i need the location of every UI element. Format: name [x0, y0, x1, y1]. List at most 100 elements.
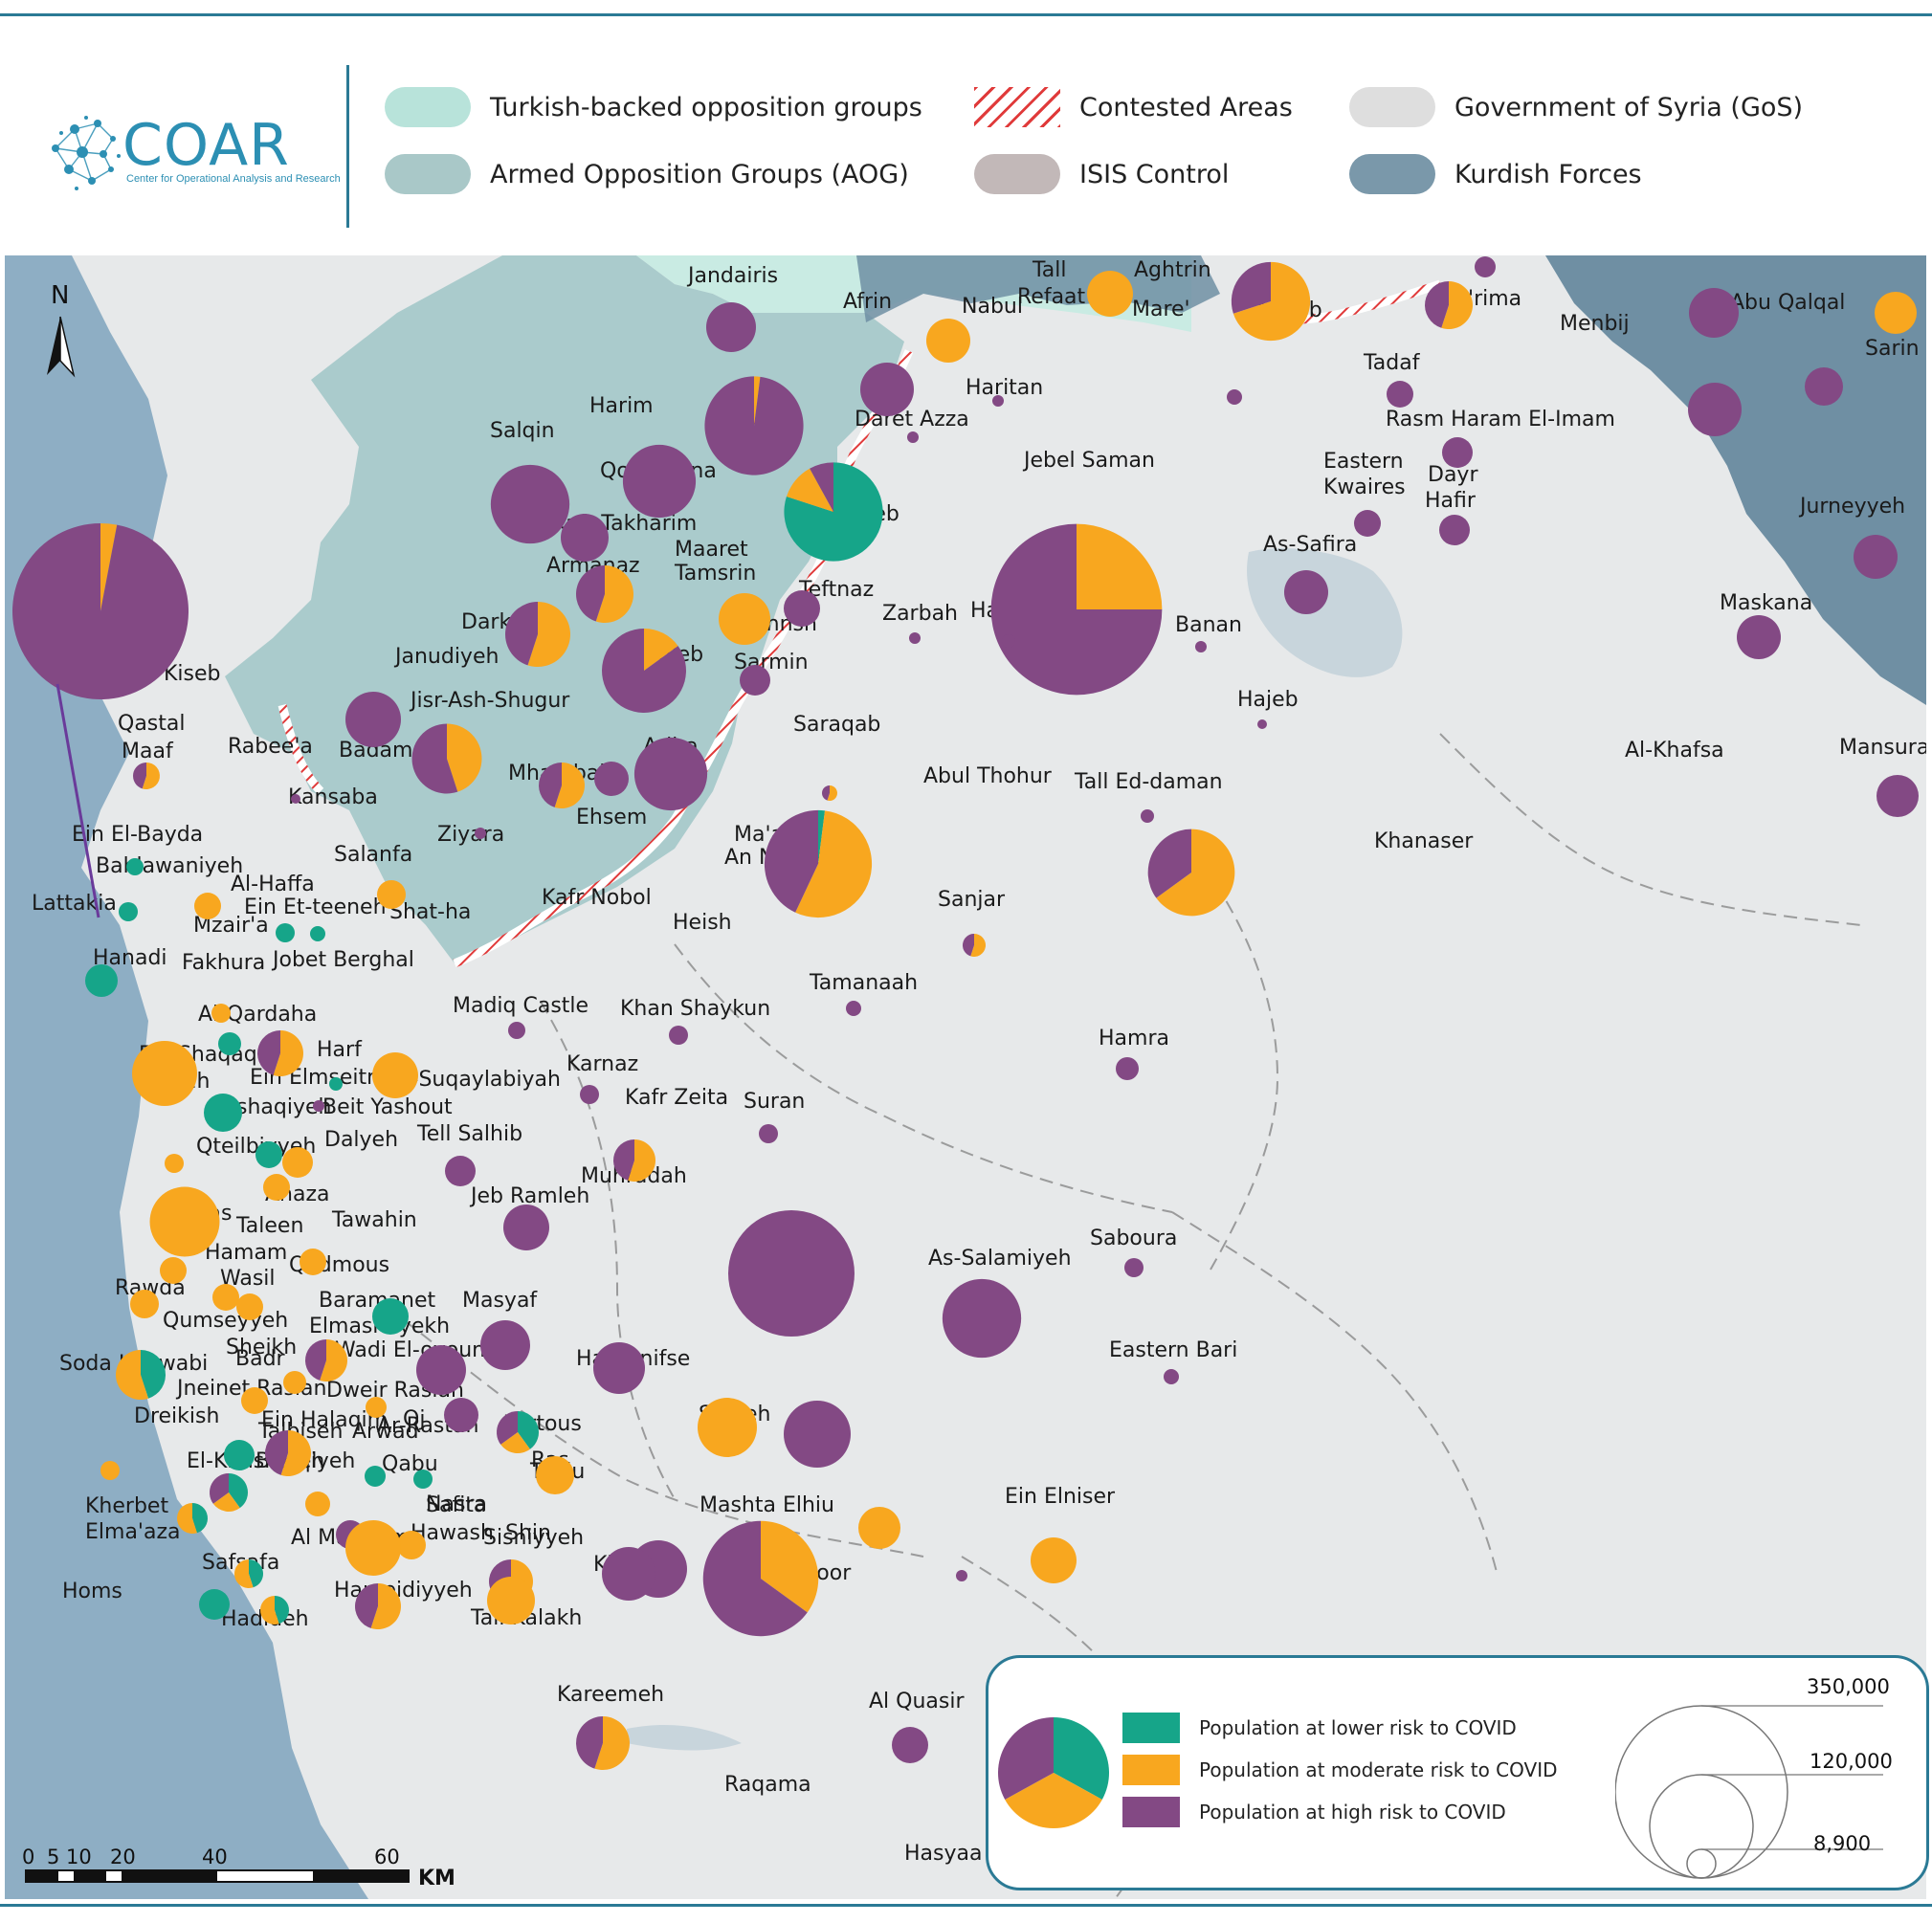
high-slice: [728, 1210, 855, 1337]
legend-government: Government of Syria (GoS): [1349, 86, 1803, 128]
moderate-slice: [234, 1559, 254, 1588]
moderate-slice: [1232, 261, 1311, 342]
high-slice: [956, 1570, 967, 1581]
high-slice: [1475, 256, 1496, 277]
pie-marker: [276, 923, 295, 942]
lower-slice: [199, 1589, 230, 1620]
map-panel[interactable]: Jandairis Afrin Tall Refaat Aghtrin Nabul Mare…: [5, 255, 1926, 1899]
high-slice: [416, 1345, 466, 1395]
pie-marker: [345, 1520, 401, 1576]
high-slice: [860, 363, 914, 416]
legend-label: Government of Syria (GoS): [1455, 92, 1804, 122]
moderate-slice: [554, 763, 585, 809]
moderate-slice: [926, 319, 970, 363]
pie-marker: [508, 1022, 525, 1039]
pie-marker: [475, 828, 486, 839]
moderate-slice: [212, 1284, 239, 1311]
pie-marker: [177, 1503, 209, 1534]
high-slice: [444, 1398, 478, 1432]
high-slice: [256, 1030, 280, 1075]
place-label: Hameidiyyeh: [334, 1579, 473, 1602]
moderate-slice: [447, 723, 482, 792]
pie-marker: [236, 1293, 263, 1320]
moderate-slice: [300, 1249, 326, 1275]
scale-unit: KM: [418, 1867, 455, 1890]
pie-marker: [602, 629, 686, 713]
land-base: [5, 255, 1926, 1899]
pie-marker: [1875, 292, 1917, 334]
isis-swatch: [974, 154, 1060, 194]
place-label: Maskana: [1720, 591, 1812, 615]
logo-wordmark: COAR: [122, 112, 290, 179]
pie-marker: [593, 1342, 645, 1394]
high-slice: [702, 1520, 808, 1637]
pie-marker: [256, 1030, 303, 1076]
place-label: Heish: [673, 911, 732, 935]
place-label: Tall: [1032, 258, 1067, 282]
pie-marker: [1164, 1369, 1179, 1384]
moderate-slice: [786, 468, 833, 512]
place-label: Kareemeh: [557, 1683, 664, 1707]
pie-marker: [633, 737, 708, 811]
lower-slice: [1054, 1717, 1109, 1800]
high-slice: [612, 1139, 634, 1181]
place-label: Dalyeh: [324, 1128, 398, 1152]
pie-marker: [480, 1320, 530, 1370]
pie-marker: [310, 926, 325, 941]
scale-seg-0-5: [26, 1870, 58, 1882]
pie-marker: [126, 858, 144, 875]
aog-swatch: [385, 154, 471, 194]
pie-marker: [160, 1257, 187, 1284]
pie-marker: [212, 1284, 239, 1311]
pie-marker: [304, 1339, 347, 1381]
scale-tick-60: 60: [374, 1846, 400, 1868]
place-label: Jeb Ramleh: [469, 1184, 589, 1208]
moderate-slice: [487, 1577, 535, 1625]
legend-contested: Contested Areas: [974, 86, 1293, 128]
high-slice: [411, 723, 458, 794]
pie-marker: [241, 1387, 268, 1414]
place-label: Sanjar: [938, 888, 1006, 912]
moderate-slice: [283, 1371, 306, 1394]
pie-marker: [365, 1466, 386, 1487]
high-slice: [1227, 389, 1242, 405]
place-label: Beit Yashout: [322, 1095, 453, 1119]
high-slice: [1284, 570, 1328, 614]
high-slice: [1854, 535, 1898, 579]
high-slice: [1257, 719, 1267, 729]
moderate-slice: [280, 1430, 312, 1476]
pie-marker: [487, 1577, 535, 1625]
scale-bar: 0 5 10 20 40 60 KM: [22, 1846, 455, 1890]
place-label: Kherbet: [85, 1494, 168, 1518]
pie-marker: [313, 1100, 324, 1112]
moderate-slice: [132, 1041, 197, 1106]
pie-marker: [211, 1004, 231, 1023]
place-label: Jebel Saman: [1022, 449, 1155, 473]
pie-marker: [345, 692, 401, 747]
place-label: Elma'aza: [85, 1520, 180, 1544]
moderate-slice: [116, 1350, 149, 1400]
pie-marker: [1475, 256, 1496, 277]
high-risk-label: Population at high risk to COVID: [1199, 1801, 1506, 1824]
moderate-slice: [282, 1147, 313, 1178]
lower-slice: [119, 902, 138, 921]
place-label: Eastern: [1323, 450, 1404, 474]
pie-marker: [858, 1507, 900, 1549]
pie-marker: [305, 1492, 330, 1516]
scale-tick-20: 20: [110, 1846, 136, 1868]
lower-slice: [85, 964, 118, 997]
pie-marker: [1002, 634, 1015, 648]
pie-marker: [1195, 641, 1207, 652]
place-label: Salqin: [490, 419, 555, 443]
place-label: Ehsem: [576, 806, 647, 829]
place-label: Khan Shaykun: [620, 997, 770, 1021]
lower-slice: [249, 1559, 264, 1588]
moderate-slice: [177, 1503, 197, 1534]
pie-marker: [1147, 829, 1235, 917]
pie-marker: [1387, 381, 1413, 408]
pie-marker: [1442, 437, 1473, 468]
place-label: Ein El-Bayda: [72, 823, 203, 847]
risk-row-moderate: Population at moderate risk to COVID: [1122, 1754, 1558, 1786]
place-label: Kansaba: [288, 785, 378, 809]
size-circle-small: [1686, 1848, 1717, 1879]
